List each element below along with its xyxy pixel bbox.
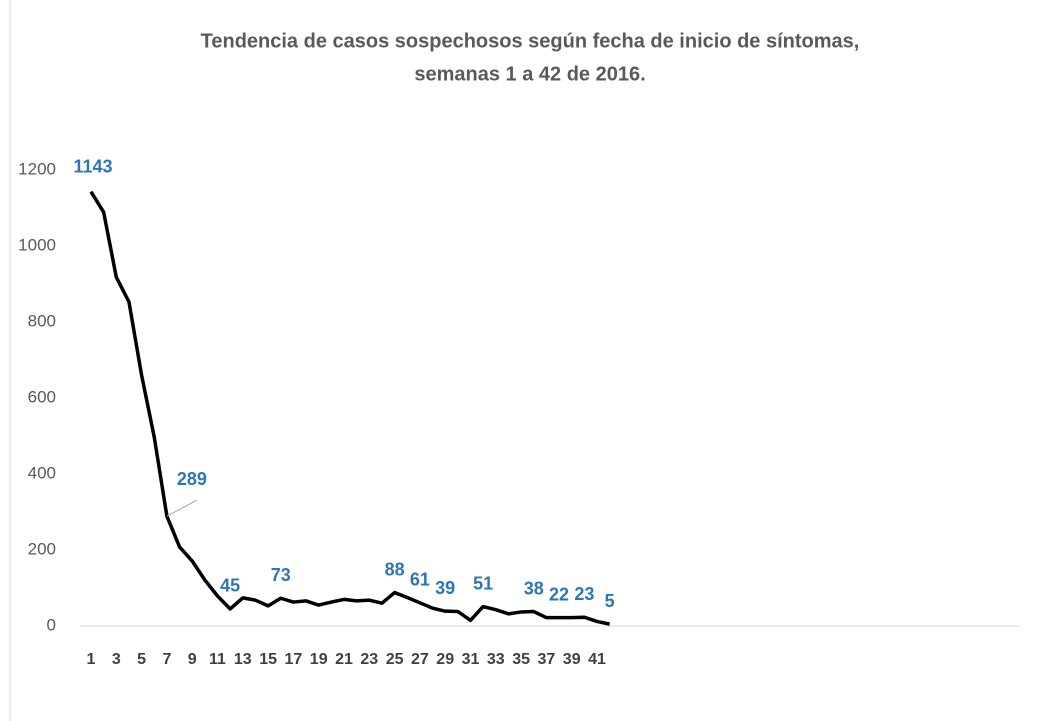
x-tick-label: 29 xyxy=(436,651,454,668)
y-tick-label: 1200 xyxy=(18,159,56,178)
data-label: 39 xyxy=(435,578,455,598)
data-label: 5 xyxy=(605,591,615,611)
x-tick-label: 41 xyxy=(588,651,606,668)
data-label: 61 xyxy=(410,570,430,590)
data-label: 73 xyxy=(271,565,291,585)
data-label: 51 xyxy=(473,573,493,593)
x-tick-label: 13 xyxy=(234,651,252,668)
x-tick-label: 19 xyxy=(310,651,328,668)
x-tick-label: 11 xyxy=(209,651,226,668)
x-tick-label: 25 xyxy=(386,651,404,668)
y-tick-label: 600 xyxy=(28,387,56,406)
data-label: 22 xyxy=(549,584,569,604)
x-tick-label: 21 xyxy=(335,651,353,668)
x-tick-label: 23 xyxy=(360,651,378,668)
chart-area xyxy=(9,0,1037,721)
data-label: 45 xyxy=(220,576,240,596)
x-tick-label: 5 xyxy=(137,651,146,668)
chart-title: semanas 1 a 42 de 2016. xyxy=(414,63,645,85)
x-tick-label: 27 xyxy=(411,651,429,668)
x-tick-label: 31 xyxy=(462,651,480,668)
y-tick-label: 1000 xyxy=(18,235,56,254)
y-tick-label: 800 xyxy=(28,311,56,330)
data-label: 1143 xyxy=(73,156,112,176)
leader-line xyxy=(166,499,198,517)
x-tick-label: 35 xyxy=(512,651,530,668)
x-tick-label: 37 xyxy=(538,651,556,668)
data-label: 38 xyxy=(524,578,544,598)
data-label: 88 xyxy=(385,559,405,579)
x-tick-label: 33 xyxy=(487,651,505,668)
data-label: 289 xyxy=(177,469,207,489)
y-tick-label: 0 xyxy=(47,615,56,634)
x-tick-label: 1 xyxy=(87,651,96,668)
x-tick-label: 17 xyxy=(285,651,303,668)
y-tick-label: 200 xyxy=(28,539,56,558)
x-tick-label: 3 xyxy=(112,651,121,668)
y-tick-label: 400 xyxy=(28,463,56,482)
data-label: 23 xyxy=(574,584,594,604)
x-tick-label: 7 xyxy=(162,651,171,668)
chart-title: Tendencia de casos sospechosos según fec… xyxy=(201,30,860,52)
x-tick-label: 39 xyxy=(563,651,581,668)
x-tick-label: 9 xyxy=(188,651,197,668)
data-line xyxy=(89,190,611,626)
x-tick-label: 15 xyxy=(259,651,277,668)
